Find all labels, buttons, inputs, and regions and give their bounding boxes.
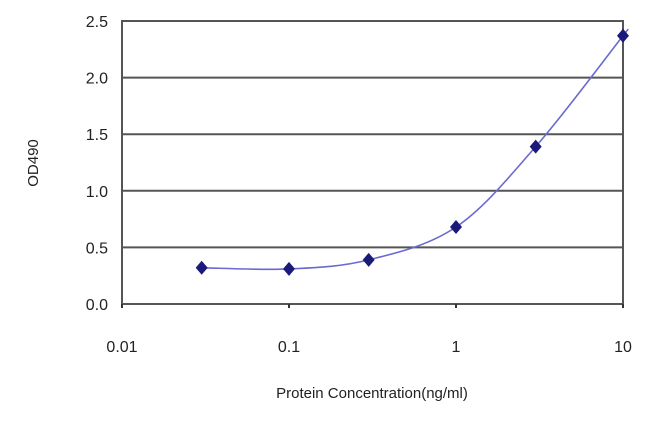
- y-tick-label: 1.5: [86, 127, 108, 144]
- data-point: [617, 28, 629, 43]
- x-axis-label: Protein Concentration(ng/ml): [276, 385, 468, 402]
- data-point: [450, 220, 462, 235]
- data-point: [195, 260, 208, 275]
- x-tick-label: 10: [614, 339, 632, 356]
- data-point: [362, 252, 375, 267]
- gridlines: [122, 76, 623, 249]
- y-tick-label: 0.0: [86, 297, 108, 314]
- y-tick-label: 2.0: [86, 71, 108, 88]
- data-point: [283, 261, 295, 276]
- plot-area: [121, 20, 624, 305]
- fit-curve: [201, 28, 629, 271]
- y-tick-label: 2.5: [86, 14, 108, 31]
- y-tick-label: 1.0: [86, 184, 108, 201]
- data-point: [529, 139, 542, 154]
- x-tick-label: 1: [452, 339, 461, 356]
- y-axis: 0.0 0.5 1.0 1.5 2.0 2.5: [86, 14, 108, 314]
- y-axis-label: OD490: [25, 139, 42, 187]
- data-points: [195, 28, 629, 276]
- y-tick-label: 0.5: [86, 240, 108, 257]
- x-axis: 0.01 0.1 1 10: [106, 304, 632, 356]
- x-tick-label: 0.01: [106, 339, 137, 356]
- x-tick-label: 0.1: [278, 339, 300, 356]
